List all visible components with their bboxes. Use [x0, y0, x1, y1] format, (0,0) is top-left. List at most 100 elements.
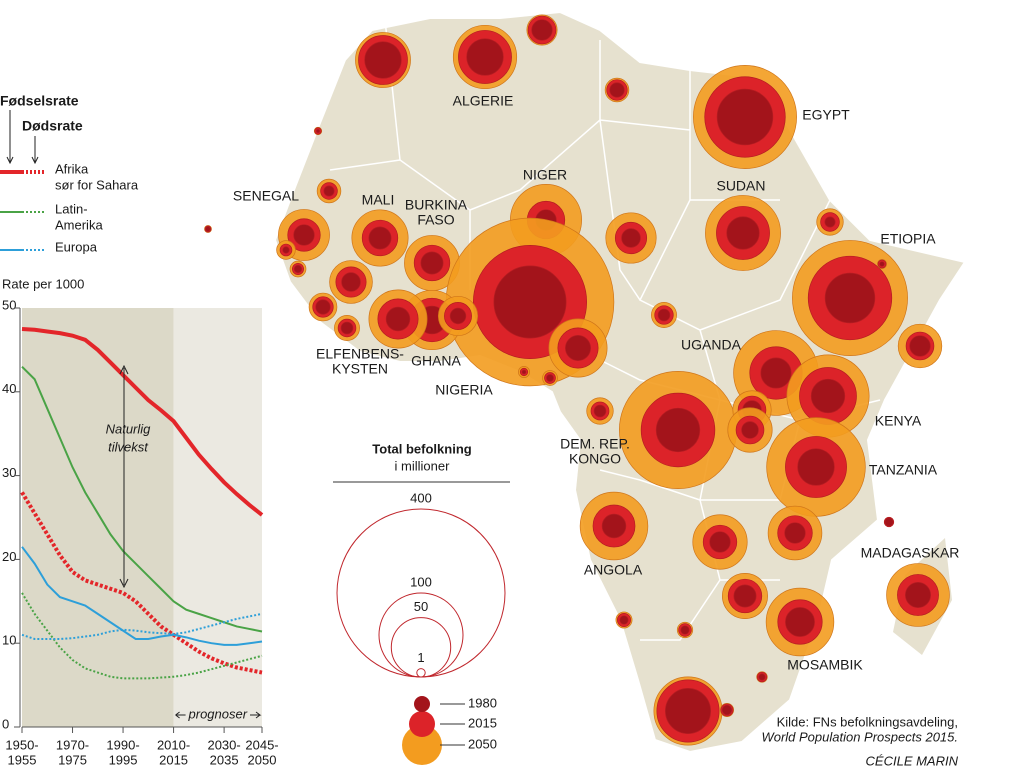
country-label: FASO: [417, 212, 454, 228]
population-bubble: [709, 531, 731, 553]
forecast-arrows: [175, 711, 262, 719]
death-rate-line: [20, 491, 263, 675]
country-label: UGANDA: [681, 337, 742, 353]
population-bubble: [785, 607, 815, 637]
source-title: World Population Prospects 2015.: [761, 729, 958, 744]
population-bubble: [760, 357, 792, 389]
legend-death-title: Dødsrate: [22, 118, 83, 134]
x-tick-label: 2010-: [157, 737, 190, 752]
death-rate-line: [21, 612, 263, 641]
country-label: MADAGASKAR: [861, 545, 960, 561]
size-legend-circle: [416, 668, 426, 678]
population-bubble: [909, 335, 931, 357]
size-legend-label: 100: [410, 574, 432, 589]
population-bubble: [665, 688, 711, 734]
population-bubble: [449, 307, 467, 325]
annotation: Naturlig: [106, 421, 152, 436]
country-label: NIGER: [523, 167, 567, 183]
population-bubble: [521, 369, 527, 375]
forecast-background: [173, 308, 262, 727]
y-tick-label: 50: [2, 297, 16, 312]
legend-birth-title: Fødselsrate: [0, 93, 79, 109]
population-bubble: [293, 264, 303, 274]
population-bubble: [315, 299, 331, 315]
x-tick-label: 2050: [248, 752, 277, 767]
population-bubble: [466, 38, 504, 76]
population-bubble: [655, 407, 701, 453]
population-bubble: [619, 615, 629, 625]
population-bubble: [546, 374, 554, 382]
annotation: tilvekst: [108, 439, 149, 454]
forecast-label: prognoser: [188, 706, 248, 721]
country-label: KYSTEN: [332, 361, 388, 377]
x-tick-label: 1995: [109, 752, 138, 767]
population-bubble: [609, 82, 625, 98]
population-bubble: [420, 251, 444, 275]
population-bubble: [205, 226, 211, 232]
population-bubble: [797, 448, 835, 486]
population-bubble: [364, 41, 402, 79]
population-bubble: [758, 673, 766, 681]
africa-outline: [273, 10, 967, 754]
y-tick-label: 40: [2, 381, 16, 396]
x-tick-label: 1950-: [5, 737, 38, 752]
country-label: ETIOPIA: [880, 231, 936, 247]
size-legend-label: 1: [417, 650, 424, 665]
country-label: KONGO: [569, 451, 621, 467]
population-bubble: [733, 584, 757, 608]
x-tick-label: 2035: [210, 752, 239, 767]
population-bubble: [726, 216, 760, 250]
year-legend-label: 2015: [468, 715, 497, 730]
population-bubble: [293, 224, 315, 246]
population-bubble: [493, 265, 567, 339]
population-bubble: [341, 272, 361, 292]
x-tick-label: 1970-: [56, 737, 89, 752]
population-bubble: [680, 625, 690, 635]
bubbles: [204, 14, 950, 746]
country-label: SENEGAL: [233, 188, 299, 204]
country-label: ALGERIE: [453, 93, 514, 109]
y-tick-label: 30: [2, 465, 16, 480]
population-bubble: [593, 404, 607, 418]
legend-arrows: [6, 110, 39, 165]
population-bubble: [565, 335, 591, 361]
birth-rate-line: [21, 326, 264, 517]
legend-label: sør for Sahara: [55, 177, 139, 192]
country-label: ANGOLA: [584, 562, 643, 578]
year-legend-swatch: [414, 696, 430, 712]
increase-arrow: [119, 364, 129, 589]
credit: CÉCILE MARIN: [866, 753, 959, 768]
population-bubble: [824, 216, 836, 228]
country-label: KENYA: [875, 413, 922, 429]
country-label: DEM. REP.: [560, 436, 630, 452]
size-legend-label: 400: [410, 490, 432, 505]
population-bubble: [784, 522, 806, 544]
country-label: MALI: [362, 192, 395, 208]
x-tick-label: 2045-: [245, 737, 278, 752]
population-bubble: [323, 185, 335, 197]
year-legend-label: 2050: [468, 736, 497, 751]
x-tick-label: 1975: [58, 752, 87, 767]
population-bubble: [824, 272, 876, 324]
x-tick-label: 1990-: [106, 737, 139, 752]
death-rate-line: [21, 592, 263, 680]
legend-label: Europa: [55, 239, 98, 254]
legend-label: Afrika: [55, 161, 89, 176]
year-legend-swatch: [402, 725, 442, 765]
size-legend-circle: [390, 617, 452, 678]
population-bubble: [385, 306, 411, 332]
birth-rate-line: [21, 546, 263, 646]
country-label: NIGERIA: [435, 382, 493, 398]
y-tick-label: 20: [2, 549, 16, 564]
population-bubble: [316, 129, 320, 133]
country-label: SUDAN: [716, 178, 765, 194]
country-label: GHANA: [411, 353, 461, 369]
size-legend-title: Total befolkning: [372, 441, 471, 456]
x-tick-label: 1955: [8, 752, 37, 767]
size-legend-label: 50: [414, 599, 428, 614]
country-label: BURKINA: [405, 197, 468, 213]
y-tick-label: 10: [2, 633, 16, 648]
country-label: ELFENBENS-: [316, 346, 404, 362]
population-bubble: [657, 308, 671, 322]
